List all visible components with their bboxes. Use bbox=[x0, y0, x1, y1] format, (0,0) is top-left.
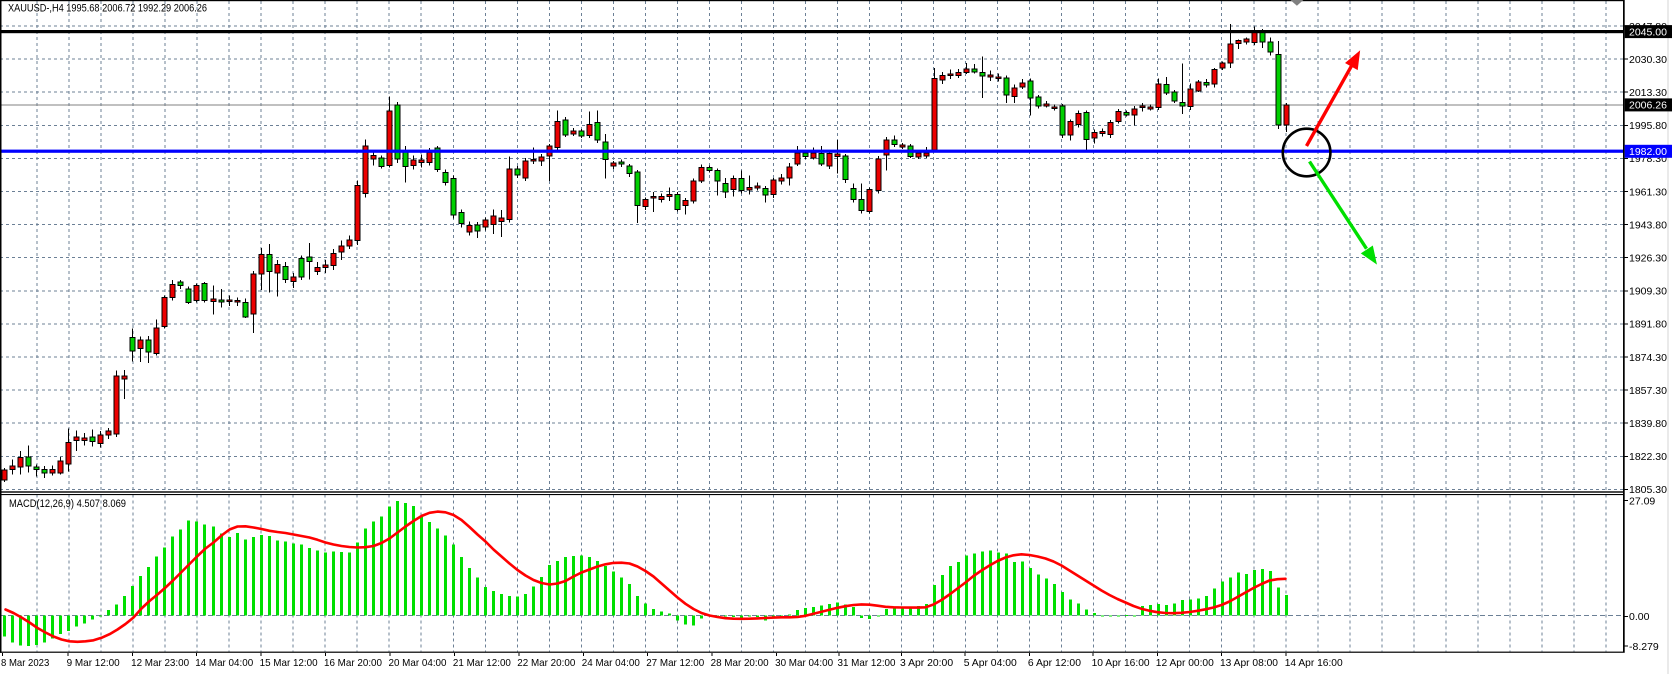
svg-text:14 Apr 16:00: 14 Apr 16:00 bbox=[1285, 657, 1343, 669]
svg-text:1805.30: 1805.30 bbox=[1629, 484, 1667, 496]
svg-text:9 Mar 12:00: 9 Mar 12:00 bbox=[67, 657, 120, 669]
svg-text:1891.80: 1891.80 bbox=[1629, 319, 1667, 331]
svg-text:1839.80: 1839.80 bbox=[1629, 418, 1667, 430]
svg-text:13 Apr 08:00: 13 Apr 08:00 bbox=[1220, 657, 1278, 669]
svg-text:5 Apr 04:00: 5 Apr 04:00 bbox=[964, 657, 1017, 669]
svg-text:2030.30: 2030.30 bbox=[1629, 54, 1667, 66]
svg-text:1995.80: 1995.80 bbox=[1629, 120, 1667, 132]
svg-text:1982.00: 1982.00 bbox=[1629, 146, 1667, 158]
svg-text:16 Mar 20:00: 16 Mar 20:00 bbox=[324, 657, 382, 669]
svg-text:10 Apr 16:00: 10 Apr 16:00 bbox=[1092, 657, 1150, 669]
svg-text:1822.30: 1822.30 bbox=[1629, 451, 1667, 463]
svg-text:3 Apr 20:00: 3 Apr 20:00 bbox=[900, 657, 953, 669]
svg-text:31 Mar 12:00: 31 Mar 12:00 bbox=[838, 657, 896, 669]
svg-text:8 Mar 2023: 8 Mar 2023 bbox=[1, 657, 49, 669]
svg-text:28 Mar 20:00: 28 Mar 20:00 bbox=[711, 657, 769, 669]
svg-text:MACD(12,26,9) 4.507 8.069: MACD(12,26,9) 4.507 8.069 bbox=[9, 498, 126, 510]
svg-text:12 Apr 00:00: 12 Apr 00:00 bbox=[1156, 657, 1214, 669]
svg-text:12 Mar 23:00: 12 Mar 23:00 bbox=[131, 657, 189, 669]
svg-text:20 Mar 04:00: 20 Mar 04:00 bbox=[389, 657, 447, 669]
svg-text:1909.30: 1909.30 bbox=[1629, 286, 1667, 298]
svg-text:1943.80: 1943.80 bbox=[1629, 219, 1667, 231]
svg-text:1961.30: 1961.30 bbox=[1629, 186, 1667, 198]
svg-text:1857.30: 1857.30 bbox=[1629, 385, 1667, 397]
svg-text:1926.30: 1926.30 bbox=[1629, 253, 1667, 265]
svg-text:2045.00: 2045.00 bbox=[1629, 26, 1667, 38]
svg-text:21 Mar 12:00: 21 Mar 12:00 bbox=[453, 657, 511, 669]
svg-text:2013.30: 2013.30 bbox=[1629, 87, 1667, 99]
svg-text:XAUUSD-,H4 1995.68 2006.72 199: XAUUSD-,H4 1995.68 2006.72 1992.29 2006.… bbox=[8, 3, 207, 15]
svg-text:6 Apr 12:00: 6 Apr 12:00 bbox=[1028, 657, 1081, 669]
svg-text:24 Mar 04:00: 24 Mar 04:00 bbox=[582, 657, 640, 669]
svg-text:15 Mar 12:00: 15 Mar 12:00 bbox=[260, 657, 318, 669]
svg-text:30 Mar 04:00: 30 Mar 04:00 bbox=[775, 657, 833, 669]
svg-text:14 Mar 04:00: 14 Mar 04:00 bbox=[195, 657, 253, 669]
svg-text:1874.30: 1874.30 bbox=[1629, 352, 1667, 364]
svg-text:27.09: 27.09 bbox=[1629, 496, 1655, 508]
svg-text:22 Mar 20:00: 22 Mar 20:00 bbox=[517, 657, 575, 669]
svg-text:2006.26: 2006.26 bbox=[1629, 100, 1667, 112]
svg-text:-8.279: -8.279 bbox=[1629, 641, 1659, 653]
svg-text:27 Mar 12:00: 27 Mar 12:00 bbox=[646, 657, 704, 669]
svg-text:0.00: 0.00 bbox=[1629, 611, 1650, 623]
